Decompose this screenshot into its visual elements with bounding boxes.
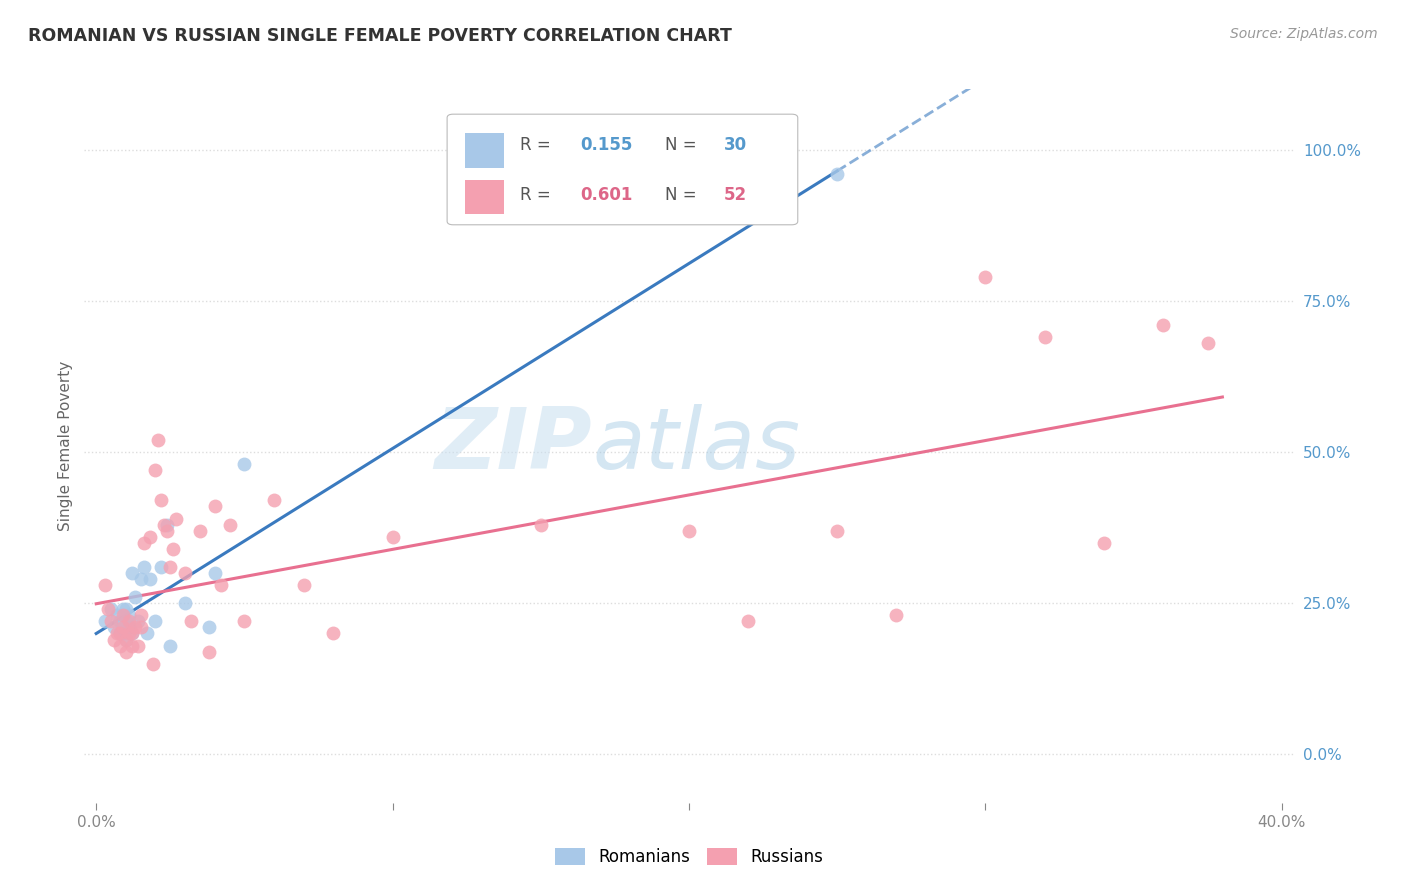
Point (156, 524, 179, 538)
Point (233, 457, 256, 471)
Point (115, 632, 138, 647)
Point (678, 524, 700, 538)
Point (159, 639, 181, 653)
Text: 0.155: 0.155 (581, 136, 633, 153)
Point (209, 578, 232, 592)
Point (825, 524, 848, 538)
Point (127, 615, 149, 629)
Point (115, 602, 138, 616)
Point (530, 517, 553, 532)
Point (108, 615, 131, 629)
Point (97, 602, 120, 616)
Point (135, 626, 157, 640)
Point (108, 626, 131, 640)
Text: 0.601: 0.601 (581, 186, 633, 203)
Point (115, 632, 138, 647)
Point (148, 433, 170, 447)
Point (105, 626, 128, 640)
Point (162, 541, 184, 556)
Text: atlas: atlas (592, 404, 800, 488)
Point (132, 535, 155, 549)
FancyBboxPatch shape (465, 180, 503, 214)
Point (381, 530, 404, 544)
Point (127, 639, 149, 653)
Text: Source: ZipAtlas.com: Source: ZipAtlas.com (1230, 27, 1378, 41)
Point (198, 645, 221, 659)
Point (94, 615, 117, 629)
Point (132, 560, 155, 574)
Y-axis label: Single Female Poverty: Single Female Poverty (58, 361, 73, 531)
Point (118, 626, 141, 640)
Text: 52: 52 (724, 186, 747, 203)
Point (124, 590, 146, 604)
Point (121, 626, 143, 640)
Point (886, 608, 908, 623)
Point (292, 578, 315, 592)
Point (108, 626, 131, 640)
Point (118, 615, 141, 629)
Point (138, 530, 160, 544)
Point (105, 608, 128, 623)
Point (94, 578, 117, 592)
Point (174, 596, 197, 610)
Point (121, 639, 143, 653)
Point (188, 524, 211, 538)
FancyBboxPatch shape (465, 134, 503, 168)
Point (111, 620, 134, 634)
Point (100, 615, 122, 629)
Point (204, 566, 226, 580)
Point (111, 602, 134, 616)
Text: N =: N = (665, 136, 702, 153)
Point (263, 493, 285, 508)
Point (118, 620, 141, 634)
FancyBboxPatch shape (447, 114, 797, 225)
Point (108, 639, 131, 653)
Point (150, 493, 173, 508)
Point (159, 560, 181, 574)
Point (129, 608, 152, 623)
Point (1152, 318, 1174, 332)
Point (115, 615, 138, 629)
Point (121, 566, 143, 580)
Text: N =: N = (665, 186, 702, 203)
Point (124, 620, 146, 634)
Point (145, 463, 167, 477)
Point (737, 615, 759, 629)
Point (138, 572, 160, 586)
Point (118, 608, 141, 623)
Point (825, 167, 848, 181)
Text: ZIP: ZIP (434, 404, 592, 488)
Point (1197, 336, 1219, 351)
Legend: Romanians, Russians: Romanians, Russians (555, 847, 823, 866)
Point (103, 620, 125, 634)
Text: 30: 30 (724, 136, 747, 153)
Point (121, 626, 143, 640)
Point (111, 626, 134, 640)
Text: R =: R = (520, 136, 555, 153)
Point (145, 615, 167, 629)
Point (153, 517, 176, 532)
Point (218, 517, 240, 532)
Point (129, 572, 152, 586)
Point (174, 566, 197, 580)
Point (974, 269, 997, 284)
Point (322, 626, 344, 640)
Point (1033, 330, 1056, 344)
Point (103, 632, 125, 647)
Point (165, 511, 187, 525)
Point (150, 560, 173, 574)
Point (141, 657, 163, 671)
Point (129, 620, 152, 634)
Point (198, 620, 221, 634)
Point (156, 517, 179, 532)
Point (111, 608, 134, 623)
Point (233, 615, 256, 629)
Text: R =: R = (520, 186, 555, 203)
Point (1092, 535, 1115, 549)
Point (204, 500, 226, 514)
Point (115, 645, 138, 659)
Point (180, 615, 202, 629)
Text: ROMANIAN VS RUSSIAN SINGLE FEMALE POVERTY CORRELATION CHART: ROMANIAN VS RUSSIAN SINGLE FEMALE POVERT… (28, 27, 733, 45)
Point (100, 602, 122, 616)
